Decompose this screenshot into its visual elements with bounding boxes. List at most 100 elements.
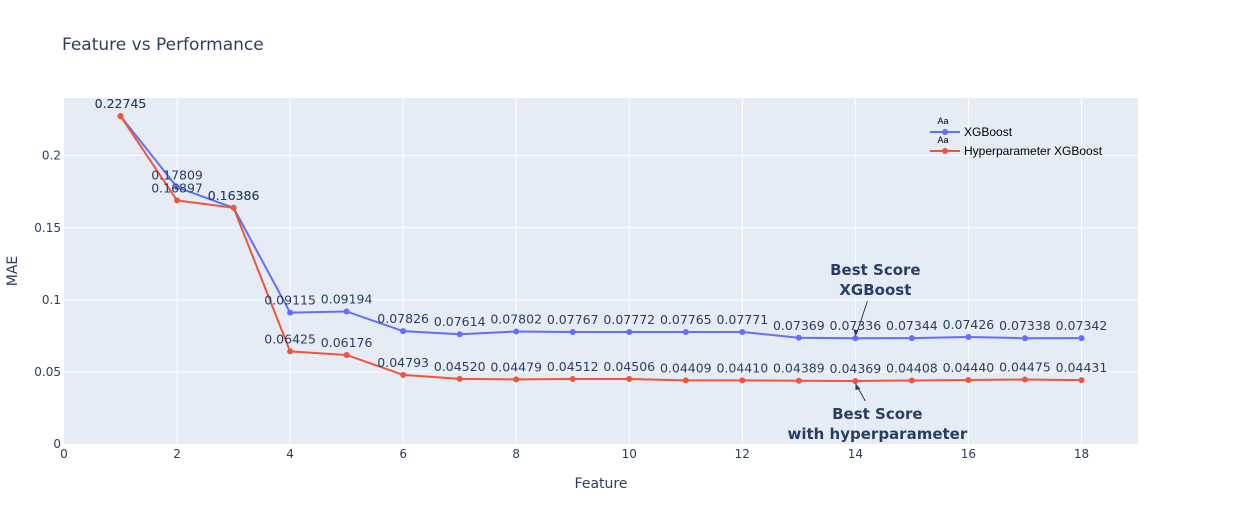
legend-marker <box>942 129 948 135</box>
data-point[interactable] <box>965 333 972 340</box>
data-point[interactable] <box>739 328 746 335</box>
data-label: 0.04410 <box>716 360 768 375</box>
y-axis-title: MAE <box>5 256 21 287</box>
annotations-layer: Best Score XGBoost Best Score with hyperpar… <box>787 261 967 443</box>
data-point[interactable] <box>965 376 972 383</box>
data-point[interactable] <box>513 328 520 335</box>
data-point[interactable] <box>513 376 520 383</box>
data-point[interactable] <box>626 376 633 383</box>
data-label: 0.04431 <box>1056 360 1108 375</box>
data-label: 0.07614 <box>434 314 486 329</box>
data-label: 0.04440 <box>943 360 995 375</box>
data-label: 0.09115 <box>264 293 316 308</box>
data-label: 0.07771 <box>716 312 768 327</box>
annotation-text: Best Score <box>832 405 923 423</box>
data-label: 0.06176 <box>321 335 373 350</box>
legend-marker-text: Aa <box>937 116 948 126</box>
legend-marker <box>942 148 948 154</box>
data-label: 0.07336 <box>830 318 882 333</box>
data-point[interactable] <box>1078 335 1085 342</box>
annotation: Best Score XGBoost <box>830 261 921 337</box>
data-point[interactable] <box>1078 377 1085 384</box>
series-line-xgboost <box>119 115 1082 340</box>
legend-item[interactable]: Aa XGBoost <box>930 116 1013 139</box>
data-point[interactable] <box>569 329 576 336</box>
data-point[interactable] <box>230 204 237 211</box>
data-point[interactable] <box>908 335 915 342</box>
data-label: 0.04793 <box>377 355 429 370</box>
data-point[interactable] <box>400 328 407 335</box>
data-point[interactable] <box>795 334 802 341</box>
x-tick-label: 0 <box>60 447 68 461</box>
series-layer <box>117 113 1085 385</box>
data-label: 0.04512 <box>547 359 599 374</box>
data-point[interactable] <box>626 328 633 335</box>
data-point[interactable] <box>343 308 350 315</box>
data-point[interactable] <box>739 377 746 384</box>
data-label: 0.16386 <box>208 188 260 203</box>
data-point[interactable] <box>569 375 576 382</box>
data-point[interactable] <box>117 113 124 120</box>
data-point[interactable] <box>287 309 294 316</box>
x-tick-label: 16 <box>961 447 976 461</box>
x-tick-label: 14 <box>848 447 863 461</box>
data-label: 0.04479 <box>490 359 542 374</box>
data-label: 0.07344 <box>886 318 938 333</box>
data-label: 0.07426 <box>943 317 995 332</box>
x-tick-label: 2 <box>173 447 181 461</box>
y-tick-label: 0.15 <box>34 221 61 235</box>
data-label: 0.22745 <box>95 96 147 111</box>
data-point[interactable] <box>795 377 802 384</box>
annotation-arrowhead <box>855 383 861 391</box>
x-tick-label: 6 <box>399 447 407 461</box>
data-point[interactable] <box>400 371 407 378</box>
legend-label: Hyperparameter XGBoost <box>964 144 1103 158</box>
data-label: 0.07342 <box>1056 318 1108 333</box>
x-tick-label: 12 <box>735 447 750 461</box>
data-label: 0.07767 <box>547 312 599 327</box>
y-axis-ticks: 0 0.05 0.1 0.15 0.2 <box>34 149 61 451</box>
data-point[interactable] <box>456 375 463 382</box>
data-point[interactable] <box>174 184 181 191</box>
data-label: 0.04409 <box>660 360 712 375</box>
grid-lines <box>64 98 1138 444</box>
data-point[interactable] <box>456 331 463 338</box>
data-point[interactable] <box>682 329 689 336</box>
data-label: 0.07338 <box>999 318 1051 333</box>
data-point[interactable] <box>1021 376 1028 383</box>
data-point[interactable] <box>852 335 859 342</box>
data-point[interactable] <box>682 377 689 384</box>
data-point[interactable] <box>287 348 294 355</box>
y-tick-label: 0.2 <box>42 149 61 163</box>
data-label: 0.07826 <box>377 311 429 326</box>
data-point[interactable] <box>343 351 350 358</box>
y-tick-label: 0 <box>53 437 61 451</box>
data-label: 0.17809 <box>151 167 203 182</box>
data-labels-layer: 0.22745 0.17809 0.16386 0.09115 0.09194 0.078… <box>95 96 1108 376</box>
data-point[interactable] <box>174 197 181 204</box>
data-label: 0.07772 <box>603 312 655 327</box>
data-point[interactable] <box>908 377 915 384</box>
data-label: 0.22745 <box>95 96 147 111</box>
legend-item[interactable]: Aa Hyperparameter XGBoost <box>930 135 1103 158</box>
legend[interactable]: Aa XGBoost Aa Hyperparameter XGBoost <box>930 116 1103 158</box>
data-label: 0.04506 <box>603 359 655 374</box>
data-label: 0.04389 <box>773 361 825 376</box>
data-label: 0.09194 <box>321 291 373 306</box>
x-axis-title: Feature <box>575 476 628 492</box>
y-tick-label: 0.05 <box>34 365 61 379</box>
annotation-arrow <box>855 301 868 335</box>
x-tick-label: 8 <box>512 447 520 461</box>
data-label: 0.16386 <box>208 188 260 203</box>
data-point[interactable] <box>852 378 859 385</box>
data-label: 0.07369 <box>773 318 825 333</box>
data-label: 0.04475 <box>999 359 1051 374</box>
annotation-arrowhead <box>853 329 859 337</box>
data-label: 0.06425 <box>264 331 316 346</box>
x-axis-ticks: 0 2 4 6 8 10 12 14 16 18 <box>60 447 1089 461</box>
data-point[interactable] <box>1021 335 1028 342</box>
annotation-text: XGBoost <box>839 281 911 299</box>
series-hyperparameter-xgboost <box>117 113 1085 385</box>
annotation-text: Best Score <box>830 261 921 279</box>
annotation: Best Score with hyperparameter <box>787 383 968 443</box>
